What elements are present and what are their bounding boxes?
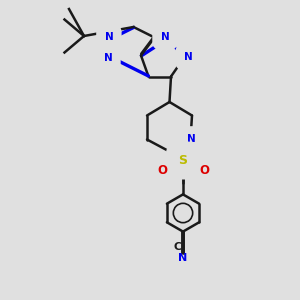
Text: N: N bbox=[184, 52, 193, 62]
Text: O: O bbox=[157, 164, 167, 178]
Text: N: N bbox=[160, 32, 169, 42]
Text: N: N bbox=[104, 32, 113, 43]
Text: N: N bbox=[178, 253, 188, 263]
Text: O: O bbox=[199, 164, 209, 178]
Text: N: N bbox=[103, 53, 112, 64]
Text: C: C bbox=[173, 242, 182, 252]
Text: S: S bbox=[178, 154, 188, 167]
Text: N: N bbox=[187, 134, 196, 145]
